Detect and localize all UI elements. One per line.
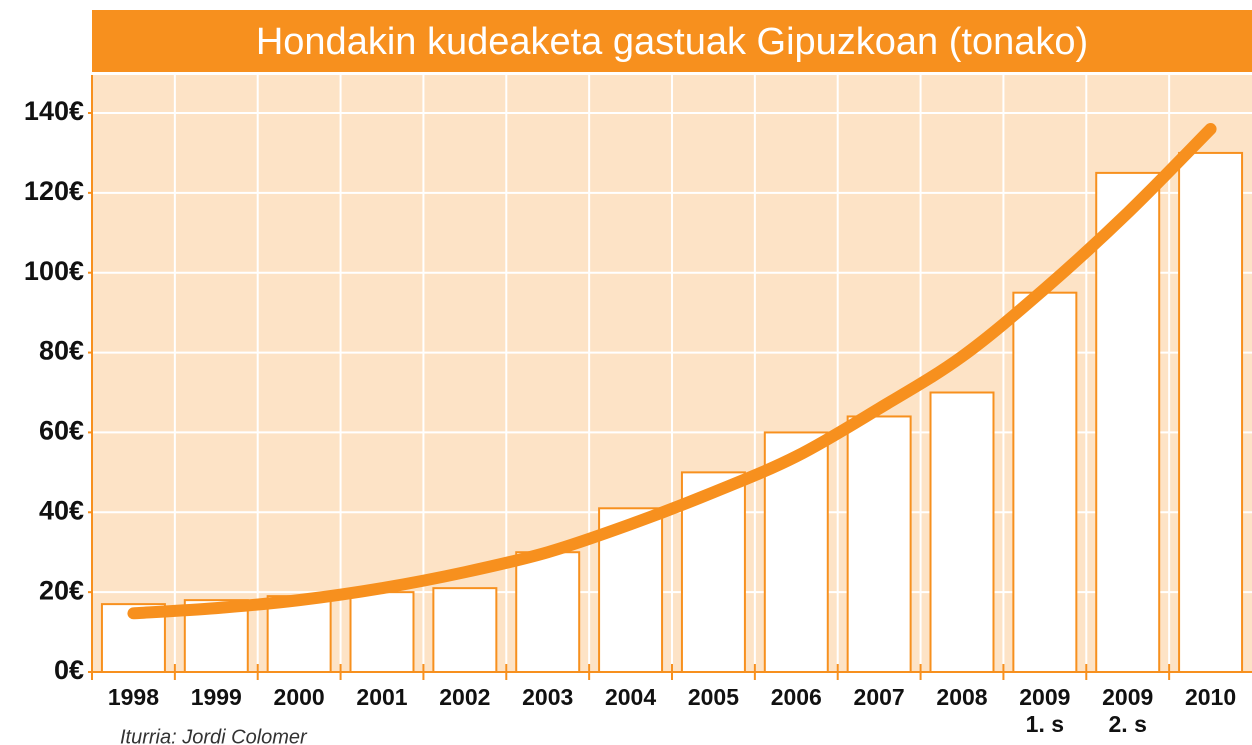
bar <box>846 415 912 674</box>
bar <box>1178 151 1244 673</box>
y-tick-label: 80€ <box>39 336 84 366</box>
y-tick-label: 40€ <box>39 495 84 525</box>
x-tick-label: 2006 <box>770 684 822 710</box>
bar <box>1095 171 1161 673</box>
x-tick-label: 1999 <box>190 684 242 710</box>
bar <box>515 551 581 674</box>
x-tick-label: 2007 <box>853 684 905 710</box>
x-tick-label: 2004 <box>604 684 657 710</box>
y-tick-label: 100€ <box>24 256 84 286</box>
bar <box>929 391 995 673</box>
x-tick-label: 1998 <box>107 684 159 710</box>
x-tick-label: 2000 <box>273 684 325 710</box>
bar <box>1012 291 1078 673</box>
x-tick-label: 2001 <box>356 684 408 710</box>
x-tick-label: 2009 2. s <box>1102 684 1154 737</box>
x-tick-label: 2003 <box>522 684 574 710</box>
title-banner <box>92 10 1252 72</box>
y-tick-label: 0€ <box>54 655 84 685</box>
y-tick-label: 140€ <box>24 96 84 126</box>
x-tick-label: 2008 <box>936 684 988 710</box>
x-tick-label: 2005 <box>687 684 739 710</box>
trend-line <box>127 122 1217 620</box>
chart-title: Hondakin kudeaketa gastuak Gipuzkoan (to… <box>256 21 1088 63</box>
x-tick-label: 2010 <box>1184 684 1237 710</box>
x-tick-label: 2009 1. s <box>1019 684 1071 737</box>
bar <box>349 591 415 674</box>
source-note: Iturria: Jordi Colomer <box>120 726 308 745</box>
bar <box>598 507 664 673</box>
y-tick-label: 120€ <box>24 176 84 206</box>
x-tick-label: 2002 <box>439 684 491 710</box>
y-tick-label: 20€ <box>39 575 84 605</box>
y-tick-label: 60€ <box>39 416 84 446</box>
bar <box>432 587 498 674</box>
